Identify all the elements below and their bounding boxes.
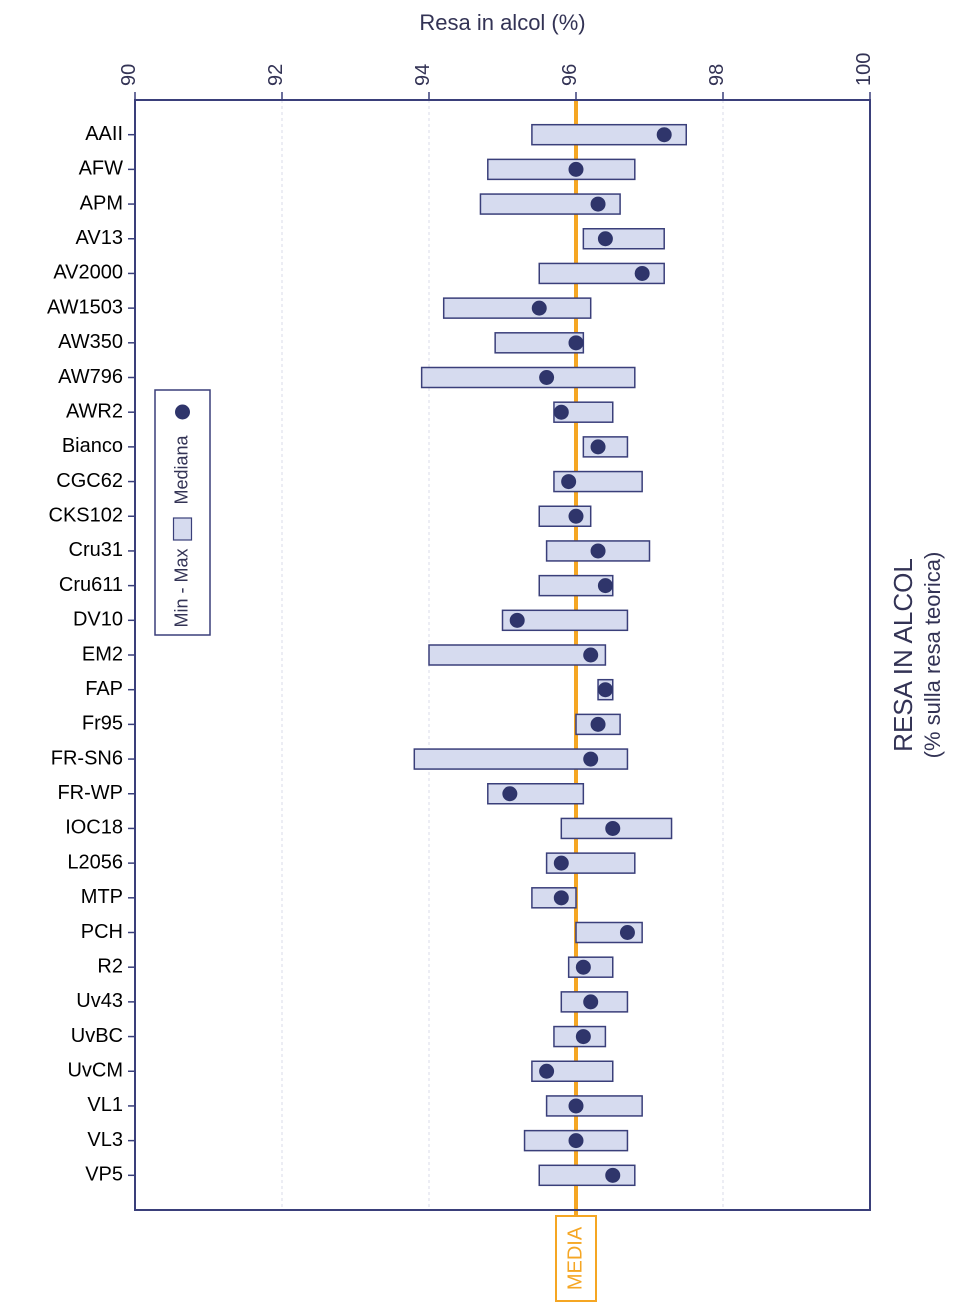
category-label: AV13	[76, 227, 123, 249]
category-label: DV10	[73, 609, 123, 631]
range-bar	[429, 645, 605, 665]
median-dot	[635, 266, 649, 280]
axis-tick-label: 92	[265, 64, 287, 86]
axis-tick-label: 90	[118, 64, 140, 86]
category-label: AW350	[58, 331, 123, 353]
chart-title-main: RESA IN ALCOL	[888, 558, 918, 752]
legend-bar-icon	[174, 518, 192, 540]
median-dot	[576, 1030, 590, 1044]
median-dot	[598, 232, 612, 246]
median-dot	[576, 960, 590, 974]
category-label: VL3	[87, 1129, 123, 1151]
category-label: Cru611	[59, 574, 123, 596]
median-dot	[569, 1099, 583, 1113]
median-dot	[569, 509, 583, 523]
median-dot	[503, 787, 517, 801]
axis-tick-label: 98	[706, 64, 728, 86]
category-label: AW1503	[47, 296, 123, 318]
category-label: VP5	[85, 1164, 123, 1186]
median-dot	[532, 301, 546, 315]
category-label: FR-WP	[57, 782, 123, 804]
category-label: Cru31	[69, 539, 123, 561]
category-label: CGC62	[56, 470, 123, 492]
median-dot	[606, 1168, 620, 1182]
median-dot	[569, 162, 583, 176]
chart-title-sub: (% sulla resa teorica)	[920, 552, 945, 759]
axis-label: Resa in alcol (%)	[419, 10, 585, 35]
median-dot	[591, 440, 605, 454]
category-label: AAII	[85, 123, 123, 145]
category-label: AFW	[79, 158, 124, 180]
category-label: Bianco	[62, 435, 123, 457]
category-label: L2056	[67, 851, 123, 873]
median-dot	[554, 891, 568, 905]
category-label: EM2	[82, 643, 123, 665]
axis-tick-label: 100	[853, 53, 875, 86]
range-bar	[539, 1165, 635, 1185]
legend-label-mediana: Mediana	[171, 434, 191, 504]
median-dot	[540, 371, 554, 385]
chart-container: 90 92 94 96 98 100 AAII AFW APM AV13 AV2000 AW1503 A…	[0, 0, 960, 1307]
median-dot	[554, 856, 568, 870]
category-label: IOC18	[65, 817, 123, 839]
median-dot	[569, 1134, 583, 1148]
category-label: PCH	[81, 921, 123, 943]
range-bar	[422, 368, 635, 388]
category-label: MTP	[81, 886, 123, 908]
range-bar	[444, 298, 591, 318]
category-label: APM	[80, 192, 123, 214]
category-label: Uv43	[76, 990, 123, 1012]
median-dot	[591, 197, 605, 211]
media-label: MEDIA	[564, 1226, 586, 1290]
category-label: FR-SN6	[51, 747, 123, 769]
legend-label-minmax: Min - Max	[171, 548, 191, 627]
median-dot	[606, 821, 620, 835]
median-dot	[540, 1064, 554, 1078]
median-dot	[569, 336, 583, 350]
median-dot	[584, 648, 598, 662]
range-bar	[488, 784, 584, 804]
category-label: VL1	[87, 1094, 123, 1116]
median-dot	[584, 752, 598, 766]
range-bar	[488, 159, 635, 179]
category-label: UvCM	[67, 1060, 123, 1082]
range-bar	[583, 229, 664, 249]
median-dot	[584, 995, 598, 1009]
median-dot	[554, 405, 568, 419]
category-label: AWR2	[66, 400, 123, 422]
median-dot	[591, 717, 605, 731]
chart-svg: 90 92 94 96 98 100 AAII AFW APM AV13 AV2000 AW1503 A…	[0, 0, 960, 1307]
category-label: R2	[97, 955, 123, 977]
category-label: AV2000	[53, 262, 123, 284]
axis-tick-label: 96	[559, 64, 581, 86]
median-dot	[598, 683, 612, 697]
category-label: FAP	[85, 678, 123, 700]
range-bar	[547, 1096, 643, 1116]
legend-dot-icon	[176, 405, 190, 419]
category-label: AW796	[58, 366, 123, 388]
median-dot	[510, 613, 524, 627]
median-dot	[657, 128, 671, 142]
median-dot	[598, 579, 612, 593]
median-dot	[591, 544, 605, 558]
category-label: CKS102	[49, 505, 124, 527]
category-label: Fr95	[82, 713, 123, 735]
median-dot	[620, 926, 634, 940]
axis-tick-label: 94	[412, 64, 434, 86]
category-label: UvBC	[71, 1025, 123, 1047]
median-dot	[562, 475, 576, 489]
